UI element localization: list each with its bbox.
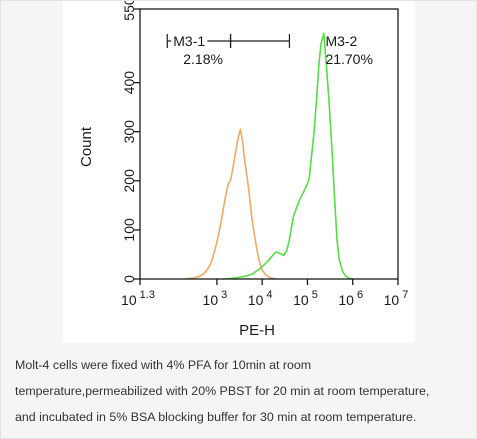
x-axis-label: PE-H [239,322,275,339]
y-tick-label: 400 [121,71,137,95]
y-tick-label: 550 [121,1,137,21]
gate-percent-2: 21.70% [325,51,372,67]
plot-panel: Count PE-H 0 100 200 300 400 550 10 1.3 10 3 10 … [63,0,415,343]
gate-label-mask [171,39,208,43]
figure-caption: Molt-4 cells were fixed with 4% PFA for … [1,352,477,430]
gate-label-2: M3-2 [325,33,357,49]
x-tick-label: 10 4 [248,289,273,308]
x-tick-label: 10 6 [338,289,363,308]
caption-line-2: temperature,permeabilized with 20% PBST … [15,384,430,398]
caption-line-1: Molt-4 cells were fixed with 4% PFA for … [15,358,312,372]
histogram-series-1 [185,128,276,280]
plot-area-border [139,8,399,280]
flow-cytometry-histogram: Count PE-H 0 100 200 300 400 550 10 1.3 10 3 10 … [78,0,409,339]
x-tick-label: 10 1.3 [121,289,155,308]
histogram-series-2 [224,32,353,280]
x-tick-label: 10 7 [384,289,409,308]
x-tick-label: 10 5 [293,289,318,308]
gate-percent-1: 2.18% [183,51,223,67]
y-tick-label: 0 [121,275,137,283]
y-tick-label: 200 [121,169,137,193]
caption-line-3: and incubated in 5% BSA blocking buffer … [15,410,417,424]
x-tick-label: 10 3 [203,289,228,308]
gate-label-1: M3-1 [173,33,205,49]
y-tick-label: 100 [121,218,137,242]
y-tick-label: 300 [121,120,137,144]
y-axis-label: Count [78,126,95,167]
